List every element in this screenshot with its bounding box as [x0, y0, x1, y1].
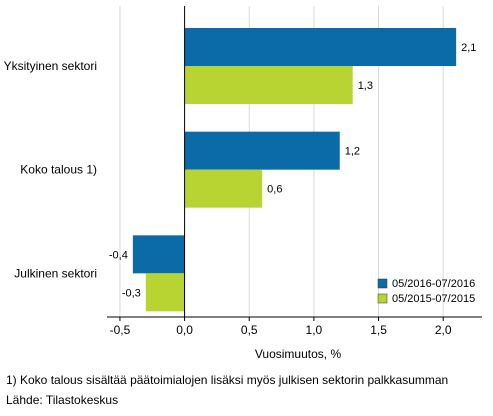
source-note: Lähde: Tilastokeskus [6, 393, 119, 407]
x-axis: -0,5 0,0 0,5 1,0 1,5 2,0 [107, 316, 482, 337]
x-tick-label: -0,5 [110, 323, 131, 337]
x-axis-label: Vuosimuutos, % [255, 347, 342, 361]
legend-swatch [377, 293, 388, 304]
footnote: 1) Koko talous sisältää päätoimialojen l… [6, 373, 449, 387]
data-label: 2,1 [461, 42, 476, 54]
data-labels: 2,1 1,3 1,2 0,6 -0,4 -0,3 [109, 42, 477, 299]
bar [184, 28, 457, 66]
legend: 05/2016-07/2016 05/2015-07/2015 [377, 278, 475, 305]
x-tick-label: 0,0 [176, 323, 193, 337]
x-tick-label: 1,0 [306, 323, 323, 337]
x-tick-label: 0,5 [241, 323, 258, 337]
category-label: Koko talous 1) [20, 163, 97, 177]
category-label: Julkinen sektori [14, 266, 97, 280]
bar [184, 66, 353, 104]
x-tick-label: 1,5 [370, 323, 387, 337]
data-label: -0,4 [109, 249, 128, 261]
data-label: 0,6 [267, 184, 282, 196]
bars [132, 28, 457, 312]
bar [184, 169, 263, 208]
legend-label: 05/2015-07/2015 [392, 293, 475, 305]
bar [184, 131, 340, 170]
category-labels: Yksityinen sektori Koko talous 1) Julkinen… [4, 59, 97, 280]
data-label: -0,3 [122, 287, 141, 299]
x-tick-label: 2,0 [435, 323, 452, 337]
data-label: 1,3 [358, 80, 373, 92]
bar [145, 273, 185, 312]
legend-label: 05/2016-07/2016 [392, 278, 475, 290]
bar [132, 235, 185, 274]
data-label: 1,2 [345, 146, 360, 158]
category-label: Yksityinen sektori [4, 59, 97, 73]
legend-swatch [377, 278, 388, 289]
